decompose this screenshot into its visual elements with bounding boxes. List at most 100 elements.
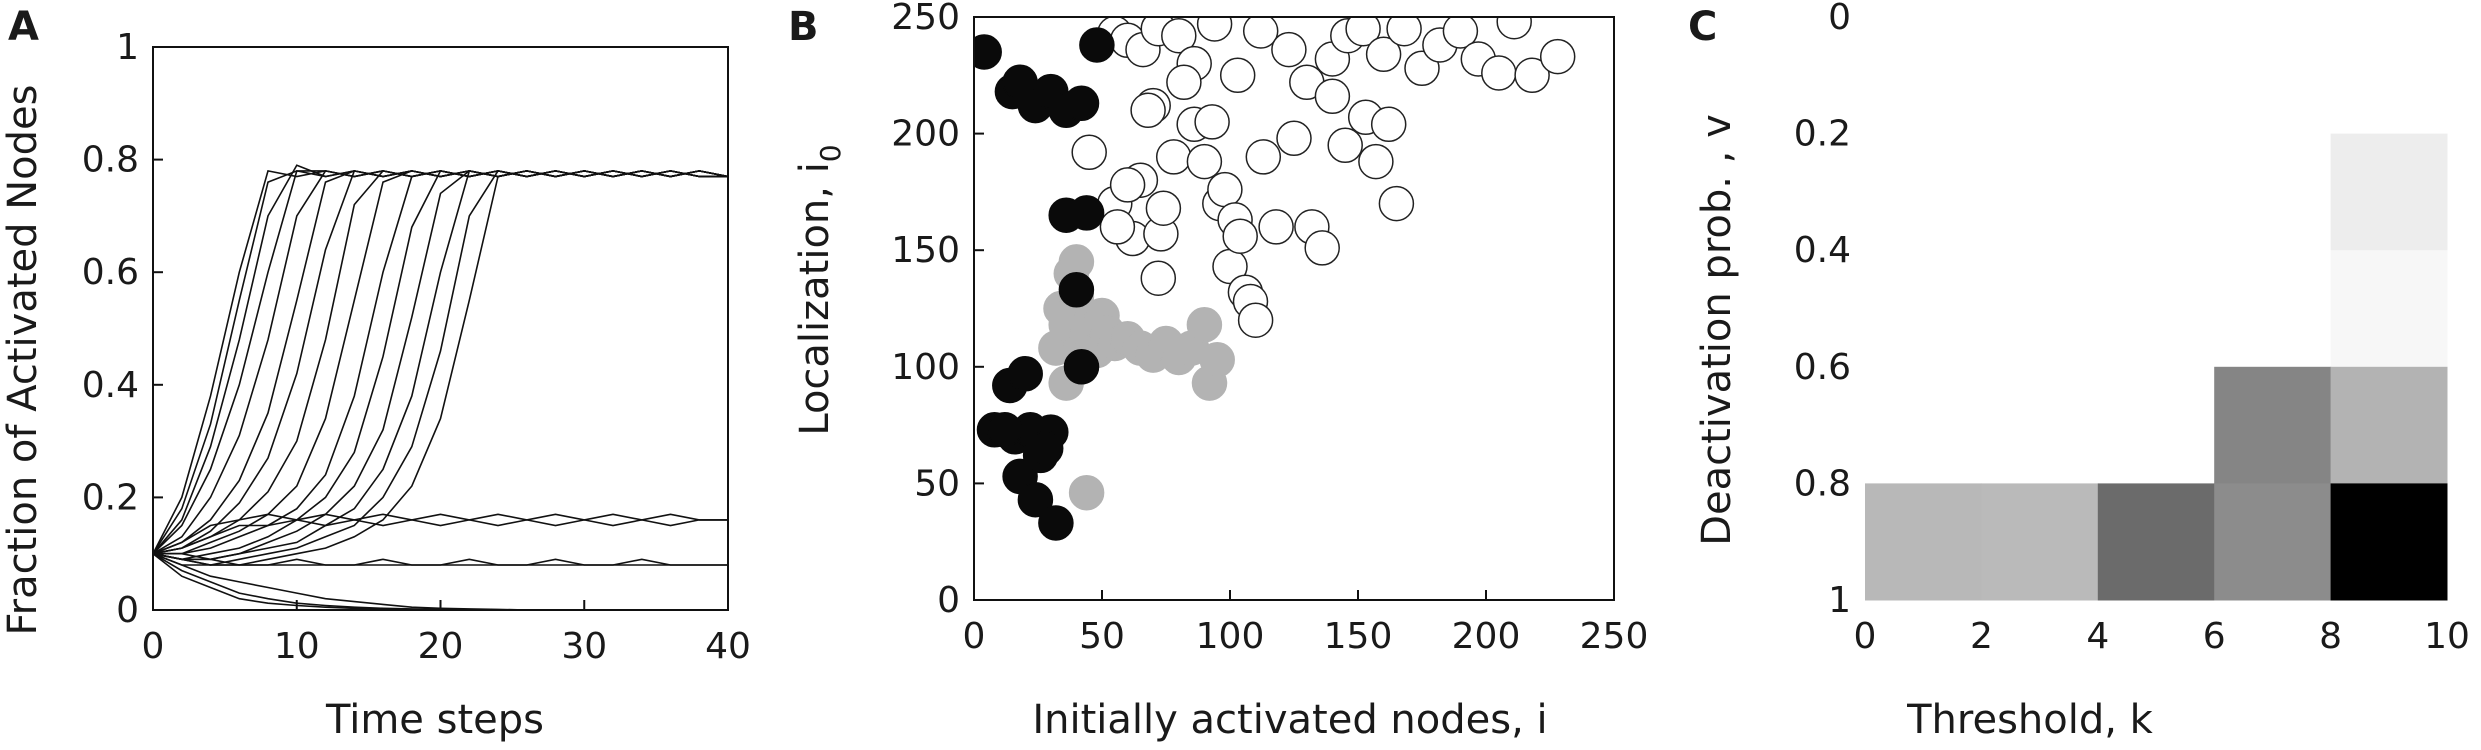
panel-b-scatter-point bbox=[1222, 218, 1258, 254]
panel-c-y-tick-label: 0.4 bbox=[1794, 230, 1851, 271]
panel-a-axes-frame bbox=[152, 46, 729, 611]
panel-c-x-tick-label: 2 bbox=[1970, 616, 1993, 657]
panel-b-y-tick-label: 200 bbox=[891, 114, 960, 155]
panel-b-scatter-point bbox=[986, 412, 1023, 448]
panel-a-letter: A bbox=[8, 4, 39, 50]
panel-c-heatmap-cell bbox=[1865, 483, 1982, 601]
panel-b-y-axis-label-subscript: 0 bbox=[814, 144, 847, 162]
panel-a-series-line bbox=[152, 169, 729, 561]
panel-b-y-tick-label: 250 bbox=[891, 0, 960, 38]
panel-a-series-line bbox=[152, 170, 729, 566]
panel-b-scatter-point bbox=[1196, 17, 1233, 42]
panel-b-y-tick-label: 50 bbox=[914, 463, 960, 504]
panel-c: C 0 2 4 6 8 10 0 0.2 0.4 0.6 0.8 1 Threshold, k Dea… bbox=[1688, 0, 2470, 743]
panel-b-scatter-point bbox=[1068, 195, 1105, 231]
panel-b-scatter-point bbox=[1161, 17, 1197, 54]
panel-b-y-tick-label: 150 bbox=[891, 230, 960, 271]
panel-b-letter: B bbox=[788, 4, 819, 50]
panel-a-series-line bbox=[152, 519, 728, 555]
panel-c-y-tick-label: 0 bbox=[1828, 0, 1851, 38]
panel-c-heatmap-cell bbox=[2097, 17, 2215, 135]
panel-b-scatter-point bbox=[1166, 64, 1202, 101]
panel-b-x-tick-label: 100 bbox=[1196, 616, 1265, 657]
panel-b-scatter-point bbox=[1539, 38, 1576, 75]
panel-b-plot-area bbox=[974, 17, 1576, 541]
panel-a-x-tick-label: 40 bbox=[705, 626, 751, 667]
panel-c-x-tick-label: 10 bbox=[2424, 616, 2470, 657]
panel-c-y-tick-label: 0.6 bbox=[1794, 347, 1851, 388]
panel-b-x-tick-label: 0 bbox=[963, 616, 986, 657]
panel-b-scatter-point bbox=[1199, 342, 1235, 378]
panel-a-series-line bbox=[152, 170, 728, 555]
panel-b-scatter-point bbox=[1314, 78, 1351, 115]
panel-a-series-line bbox=[152, 170, 729, 561]
panel-b-scatter-point bbox=[1068, 474, 1105, 511]
panel-a-plot-area bbox=[152, 164, 729, 611]
panel-a-x-axis-label: Time steps bbox=[325, 697, 544, 743]
panel-b-scatter-point bbox=[1109, 167, 1146, 203]
panel-a-series-line bbox=[152, 169, 729, 555]
panel-b: B 0 50 100 150 200 250 0 50 100 150 200 250 Initial… bbox=[788, 0, 1648, 743]
panel-b-scatter-point bbox=[1155, 139, 1192, 175]
panel-c-heatmap-cell bbox=[1981, 133, 2099, 251]
panel-a-series-line bbox=[152, 164, 729, 555]
panel-b-scatter-point bbox=[1099, 209, 1136, 245]
panel-b-scatter-point bbox=[1481, 55, 1517, 91]
panel-a-series-line bbox=[153, 170, 728, 555]
panel-b-x-tick-label: 150 bbox=[1324, 616, 1393, 657]
panel-c-heatmap-cell bbox=[1981, 483, 2099, 601]
panel-b-scatter-point bbox=[1079, 27, 1115, 63]
panel-a-ticks: 0 10 20 30 40 0 0.2 0.4 0.6 0.8 1 bbox=[82, 27, 751, 667]
panel-b-scatter-point bbox=[1194, 104, 1230, 140]
panel-c-y-tick-label: 0.2 bbox=[1794, 114, 1851, 155]
panel-c-y-axis-label: Deactivation prob. , v bbox=[1694, 114, 1740, 546]
panel-c-heatmap-cell bbox=[2330, 483, 2448, 601]
panel-a-x-tick-label: 20 bbox=[418, 626, 464, 667]
panel-c-heatmap-cell bbox=[2097, 133, 2215, 251]
panel-c-x-tick-label: 4 bbox=[2086, 616, 2109, 657]
panel-b-scatter-point bbox=[1038, 505, 1074, 541]
panel-b-scatter-point bbox=[1219, 57, 1256, 94]
panel-c-heatmap-cell bbox=[2330, 17, 2448, 135]
panel-c-heatmap-cell bbox=[2330, 250, 2448, 368]
panel-b-scatter-point bbox=[1245, 139, 1282, 175]
panel-c-heatmap-cell bbox=[1981, 366, 2099, 484]
panel-b-scatter-point bbox=[1345, 17, 1381, 47]
panel-b-x-axis-label: Initially activated nodes, i bbox=[1032, 697, 1547, 743]
panel-b-scatter-point bbox=[1058, 272, 1095, 308]
panel-c-x-tick-label: 0 bbox=[1854, 616, 1877, 657]
panel-b-scatter-point bbox=[1186, 307, 1223, 343]
panel-b-axes-frame bbox=[973, 16, 1615, 601]
panel-b-scatter-point bbox=[1207, 171, 1243, 208]
panel-a-y-tick-label: 0.6 bbox=[82, 252, 139, 293]
panel-a-y-tick-label: 1 bbox=[116, 27, 139, 68]
panel-a-series-line bbox=[152, 170, 729, 555]
panel-b-points bbox=[974, 17, 1576, 541]
panel-a-y-tick-label: 0 bbox=[116, 590, 139, 631]
panel-c-heatmap-cell bbox=[2097, 250, 2215, 368]
panel-b-y-tick-label: 100 bbox=[891, 347, 960, 388]
panel-c-ticks: 0 2 4 6 8 10 0 0.2 0.4 0.6 0.8 1 bbox=[1794, 0, 2470, 657]
panel-b-scatter-point bbox=[1378, 185, 1415, 222]
panel-a-x-tick-label: 0 bbox=[142, 626, 165, 667]
panel-b-scatter-point bbox=[1017, 481, 1054, 518]
panel-b-scatter-point bbox=[1027, 430, 1064, 467]
panel-c-heatmap-cell bbox=[2214, 366, 2332, 484]
panel-b-scatter-point bbox=[1370, 106, 1407, 143]
panel-a-y-axis-label: Fraction of Activated Nodes bbox=[0, 85, 46, 636]
panel-c-heatmap-cell bbox=[2214, 133, 2332, 251]
panel-b-scatter-point bbox=[1071, 134, 1107, 171]
panel-c-heatmap-cell bbox=[1865, 250, 1982, 368]
panel-b-scatter-point bbox=[1130, 92, 1166, 129]
panel-c-heatmap-cell bbox=[1981, 17, 2099, 135]
panel-c-y-tick-label: 1 bbox=[1828, 580, 1851, 621]
panel-b-scatter-point bbox=[1327, 127, 1363, 164]
panel-c-heatmap-cell bbox=[2214, 17, 2332, 135]
panel-a-series-line bbox=[152, 170, 728, 555]
panel-b-scatter-point bbox=[974, 34, 1002, 70]
panel-b-y-axis-label: Localization, i0 bbox=[792, 144, 847, 435]
panel-c-x-tick-label: 8 bbox=[2319, 616, 2342, 657]
panel-b-scatter-point bbox=[1063, 349, 1100, 385]
panel-a-series-line bbox=[152, 169, 728, 555]
